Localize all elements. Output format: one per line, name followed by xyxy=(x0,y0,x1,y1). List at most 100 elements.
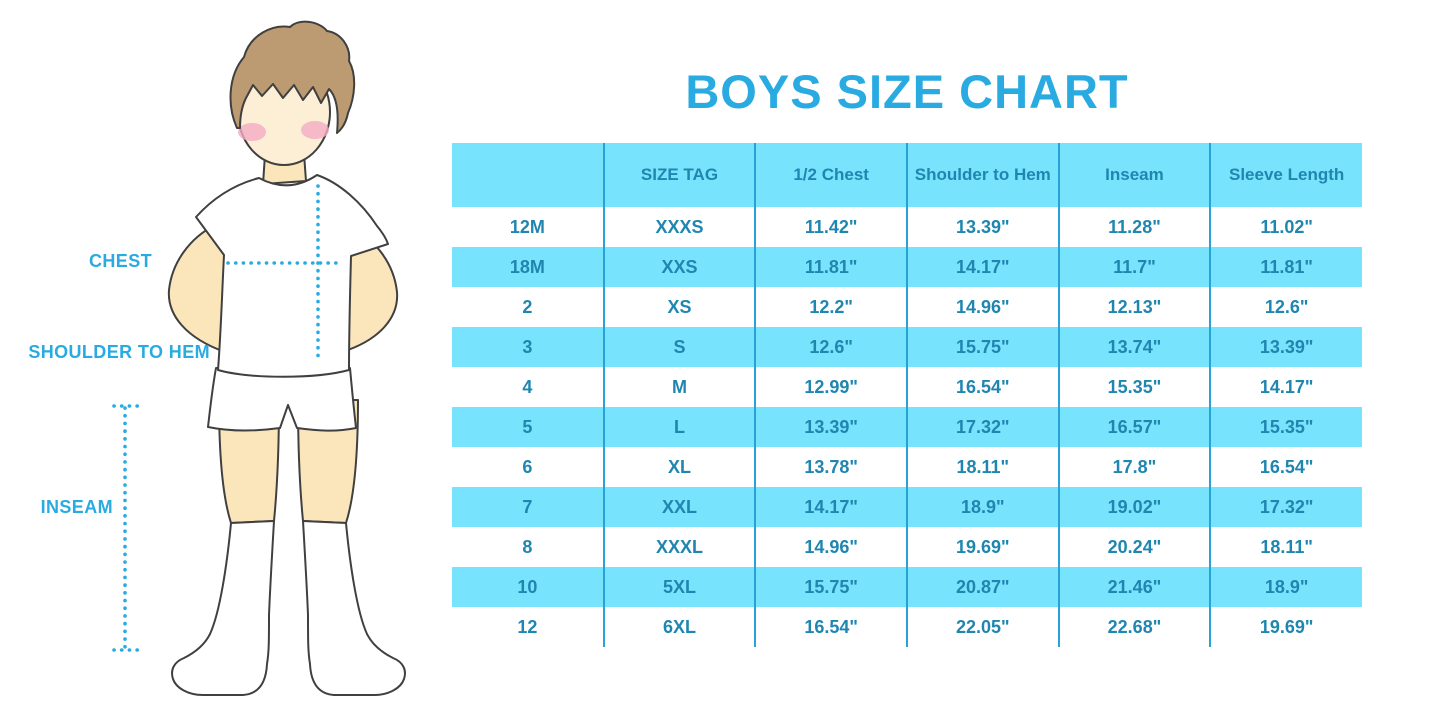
value-cell: 14.17" xyxy=(754,487,907,527)
value-cell: 18.9" xyxy=(905,487,1059,527)
value-cell: 20.24" xyxy=(1057,527,1211,567)
size-table: SIZE TAG 1/2 Chest Shoulder to Hem Inseam Sl… xyxy=(452,143,1362,647)
table-row: 18M XXS 11.81" 14.17" 11.7" 11.81" xyxy=(452,247,1362,287)
value-cell: L xyxy=(602,407,756,447)
value-cell: 17.32" xyxy=(905,407,1059,447)
value-cell: 11.81" xyxy=(754,247,907,287)
value-cell: 11.81" xyxy=(1209,247,1362,287)
value-cell: 11.42" xyxy=(754,207,907,247)
size-table-body: 12M XXXS 11.42" 13.39" 11.28" 11.02" 18M XXS 11.… xyxy=(452,207,1362,647)
table-row: 10 5XL 15.75" 20.87" 21.46" 18.9" xyxy=(452,567,1362,607)
size-cell: 8 xyxy=(452,527,604,567)
left-sock xyxy=(171,520,275,696)
value-cell: 6XL xyxy=(602,607,756,647)
value-cell: 17.8" xyxy=(1057,447,1211,487)
value-cell: 14.17" xyxy=(905,247,1059,287)
column-header: 1/2 Chest xyxy=(754,143,907,207)
value-cell: XXS xyxy=(602,247,756,287)
value-cell: 11.28" xyxy=(1057,207,1211,247)
size-cell: 10 xyxy=(452,567,604,607)
chest-label: CHEST xyxy=(88,251,152,271)
value-cell: 14.96" xyxy=(754,527,907,567)
value-cell: 22.68" xyxy=(1057,607,1211,647)
value-cell: XXXS xyxy=(602,207,756,247)
value-cell: 21.46" xyxy=(1057,567,1211,607)
table-row: 6 XL 13.78" 18.11" 17.8" 16.54" xyxy=(452,447,1362,487)
table-row: 12 6XL 16.54" 22.05" 22.68" 19.69" xyxy=(452,607,1362,647)
column-header: Shoulder to Hem xyxy=(905,143,1059,207)
blush-right-cheek xyxy=(301,121,329,139)
boy-figure-svg xyxy=(112,20,406,696)
size-cell: 18M xyxy=(452,247,604,287)
value-cell: 19.69" xyxy=(905,527,1059,567)
value-cell: 12.2" xyxy=(754,287,907,327)
value-cell: 13.39" xyxy=(1209,327,1362,367)
value-cell: 13.39" xyxy=(754,407,907,447)
table-row: 3 S 12.6" 15.75" 13.74" 13.39" xyxy=(452,327,1362,367)
value-cell: 14.96" xyxy=(905,287,1059,327)
value-cell: 16.54" xyxy=(905,367,1059,407)
value-cell: 16.54" xyxy=(1209,447,1362,487)
size-table-head: SIZE TAG 1/2 Chest Shoulder to Hem Inseam Sl… xyxy=(452,143,1362,207)
size-cell: 2 xyxy=(452,287,604,327)
table-row: 5 L 13.39" 17.32" 16.57" 15.35" xyxy=(452,407,1362,447)
hair xyxy=(229,20,356,134)
size-cell: 4 xyxy=(452,367,604,407)
value-cell: 18.9" xyxy=(1209,567,1362,607)
size-cell: 7 xyxy=(452,487,604,527)
value-cell: 14.17" xyxy=(1209,367,1362,407)
value-cell: 16.57" xyxy=(1057,407,1211,447)
column-header xyxy=(452,143,604,207)
right-sock xyxy=(302,520,406,696)
shorts xyxy=(207,367,357,432)
table-row: 12M XXXS 11.42" 13.39" 11.28" 11.02" xyxy=(452,207,1362,247)
column-header: Inseam xyxy=(1057,143,1211,207)
value-cell: 18.11" xyxy=(905,447,1059,487)
value-cell: 11.7" xyxy=(1057,247,1211,287)
value-cell: 15.75" xyxy=(905,327,1059,367)
value-cell: 19.69" xyxy=(1209,607,1362,647)
size-cell: 6 xyxy=(452,447,604,487)
size-cell: 5 xyxy=(452,407,604,447)
size-cell: 12M xyxy=(452,207,604,247)
table-row: 2 XS 12.2" 14.96" 12.13" 12.6" xyxy=(452,287,1362,327)
value-cell: 5XL xyxy=(602,567,756,607)
value-cell: 15.35" xyxy=(1209,407,1362,447)
value-cell: 22.05" xyxy=(905,607,1059,647)
value-cell: 17.32" xyxy=(1209,487,1362,527)
value-cell: 11.02" xyxy=(1209,207,1362,247)
value-cell: 13.78" xyxy=(754,447,907,487)
shoulder-to-hem-label: SHOULDER TO HEM xyxy=(28,342,210,362)
value-cell: XS xyxy=(602,287,756,327)
table-row: 8 XXXL 14.96" 19.69" 20.24" 18.11" xyxy=(452,527,1362,567)
value-cell: 12.6" xyxy=(754,327,907,367)
value-cell: 12.6" xyxy=(1209,287,1362,327)
value-cell: 15.75" xyxy=(754,567,907,607)
value-cell: 19.02" xyxy=(1057,487,1211,527)
blush-left-cheek xyxy=(238,123,266,141)
size-cell: 12 xyxy=(452,607,604,647)
value-cell: 12.13" xyxy=(1057,287,1211,327)
size-cell: 3 xyxy=(452,327,604,367)
value-cell: 15.35" xyxy=(1057,367,1211,407)
value-cell: M xyxy=(602,367,756,407)
tshirt xyxy=(195,174,389,378)
table-row: 4 M 12.99" 16.54" 15.35" 14.17" xyxy=(452,367,1362,407)
value-cell: 16.54" xyxy=(754,607,907,647)
size-table-header-row: SIZE TAG 1/2 Chest Shoulder to Hem Inseam Sl… xyxy=(452,143,1362,207)
value-cell: 18.11" xyxy=(1209,527,1362,567)
value-cell: XL xyxy=(602,447,756,487)
value-cell: 13.74" xyxy=(1057,327,1211,367)
table-row: 7 XXL 14.17" 18.9" 19.02" 17.32" xyxy=(452,487,1362,527)
boy-illustration: CHEST SHOULDER TO HEM INSEAM xyxy=(0,0,460,723)
column-header: SIZE TAG xyxy=(602,143,756,207)
value-cell: S xyxy=(602,327,756,367)
value-cell: 13.39" xyxy=(905,207,1059,247)
page-title: BOYS SIZE CHART xyxy=(685,65,1129,119)
inseam-label: INSEAM xyxy=(40,497,113,517)
column-header: Sleeve Length xyxy=(1209,143,1362,207)
value-cell: 20.87" xyxy=(905,567,1059,607)
value-cell: 12.99" xyxy=(754,367,907,407)
value-cell: XXL xyxy=(602,487,756,527)
